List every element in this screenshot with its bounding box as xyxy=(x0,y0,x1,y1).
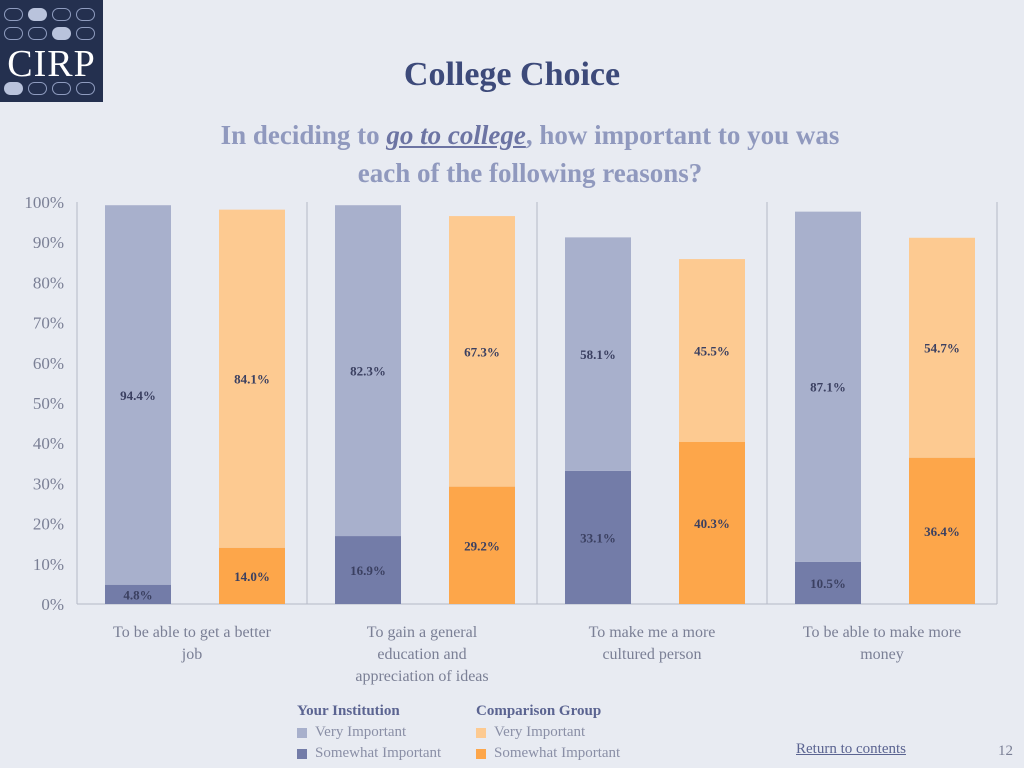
logo-pill xyxy=(52,8,71,21)
bar-comparison-very xyxy=(219,209,285,548)
data-label-comparison-somewhat: 36.4% xyxy=(924,524,960,539)
legend-label: Very Important xyxy=(315,724,407,740)
bar-institution-very xyxy=(795,211,861,562)
bar-institution-somewhat xyxy=(795,561,861,604)
logo-pill xyxy=(28,82,47,95)
logo-pill xyxy=(4,8,23,21)
bar-comparison-somewhat xyxy=(449,486,515,604)
x-category-label: To gain a general xyxy=(367,624,478,641)
logo-pill xyxy=(52,27,71,40)
page-title: College Choice xyxy=(403,56,621,93)
legend-label: Very Important xyxy=(494,724,586,740)
x-category-label: job xyxy=(181,646,202,663)
legend-label: Somewhat Important xyxy=(315,745,442,761)
legend-swatch-comp-very xyxy=(476,728,486,738)
x-category-label: money xyxy=(860,646,904,663)
bar-institution-somewhat xyxy=(335,536,401,604)
y-tick-label: 10% xyxy=(33,555,64,574)
logo-text: CIRP xyxy=(7,43,96,85)
logo-pill xyxy=(28,27,47,40)
y-tick-label: 50% xyxy=(33,394,64,413)
data-label-institution-very: 87.1% xyxy=(810,380,846,395)
subtitle-emphasis: go to college xyxy=(386,120,526,150)
data-label-institution-somewhat: 16.9% xyxy=(350,563,386,578)
x-category-label: education and xyxy=(377,646,466,663)
legend-swatch-inst-very xyxy=(297,728,307,738)
x-category-label: cultured person xyxy=(602,646,701,663)
bar-institution-very xyxy=(565,237,631,471)
data-label-institution-somewhat: 4.8% xyxy=(123,587,152,602)
y-tick-label: 60% xyxy=(33,354,64,373)
x-category-label: To be able to get a better xyxy=(113,624,272,641)
data-label-institution-somewhat: 10.5% xyxy=(810,576,846,591)
chart-subtitle: In deciding to go to college, how import… xyxy=(200,116,860,192)
bar-comparison-somewhat xyxy=(909,457,975,604)
logo-pill xyxy=(28,8,47,21)
logo-pill xyxy=(76,8,95,21)
legend-institution-somewhat: Somewhat Important xyxy=(297,743,441,764)
logo-pill xyxy=(52,82,71,95)
y-tick-label: 30% xyxy=(33,474,64,493)
bar-comparison-very xyxy=(679,259,745,442)
legend-comparison-somewhat: Somewhat Important xyxy=(476,743,620,764)
data-label-institution-very: 82.3% xyxy=(350,364,386,379)
legend-comparison-title: Comparison Group xyxy=(476,703,602,719)
bar-comparison-very xyxy=(449,216,515,487)
data-label-comparison-very: 54.7% xyxy=(924,341,960,356)
logo-pill xyxy=(4,82,23,95)
data-label-institution-very: 58.1% xyxy=(580,347,616,362)
subtitle-prefix: In deciding to xyxy=(220,120,387,150)
legend-comparison: Comparison Group Very Important Somewhat… xyxy=(476,703,620,764)
data-label-institution-somewhat: 33.1% xyxy=(580,530,616,545)
subtitle-suffix: , how important to you was each of the f… xyxy=(357,120,840,188)
data-label-comparison-somewhat: 14.0% xyxy=(234,569,270,584)
return-to-contents-link[interactable]: Return to contents xyxy=(796,741,906,757)
y-tick-label: 80% xyxy=(33,273,64,292)
bar-institution-very xyxy=(105,205,171,585)
x-category-label: To be able to make more xyxy=(803,624,961,641)
legend-swatch-inst-somewhat xyxy=(297,749,307,759)
data-label-comparison-very: 67.3% xyxy=(464,344,500,359)
logo-pill xyxy=(76,82,95,95)
x-category-label: appreciation of ideas xyxy=(355,668,488,685)
logo-pill xyxy=(76,27,95,40)
y-tick-label: 70% xyxy=(33,314,64,333)
bar-comparison-somewhat xyxy=(679,441,745,604)
cirp-logo: CIRP xyxy=(0,0,103,102)
legend-comparison-very: Very Important xyxy=(476,722,620,743)
legend-institution-very: Very Important xyxy=(297,722,441,743)
y-tick-label: 20% xyxy=(33,515,64,534)
y-tick-label: 0% xyxy=(41,595,64,614)
legend-label: Somewhat Important xyxy=(494,745,621,761)
stacked-bar-chart: 0% 10% 20% 30% 40% 50% 60% 70% 80% 90% 100% 4.8% 94.… xyxy=(24,193,998,685)
bar-institution-very xyxy=(335,205,401,537)
bar-institution-somewhat xyxy=(565,470,631,604)
data-label-institution-very: 94.4% xyxy=(120,388,156,403)
logo-pill xyxy=(4,27,23,40)
legend-institution: Your Institution Very Important Somewhat… xyxy=(297,703,441,764)
legend-institution-title: Your Institution xyxy=(297,703,400,719)
y-tick-label: 90% xyxy=(33,233,64,252)
data-label-comparison-somewhat: 29.2% xyxy=(464,538,500,553)
data-label-comparison-somewhat: 40.3% xyxy=(694,516,730,531)
x-category-label: To make me a more xyxy=(589,624,716,641)
bar-institution-somewhat xyxy=(105,584,171,604)
bar-comparison-somewhat xyxy=(219,547,285,604)
y-tick-label: 100% xyxy=(24,193,64,212)
legend-swatch-comp-somewhat xyxy=(476,749,486,759)
page-number: 12 xyxy=(998,743,1013,759)
data-label-comparison-very: 45.5% xyxy=(694,344,730,359)
bar-comparison-very xyxy=(909,237,975,458)
data-label-comparison-very: 84.1% xyxy=(234,372,270,387)
y-tick-label: 40% xyxy=(33,434,64,453)
